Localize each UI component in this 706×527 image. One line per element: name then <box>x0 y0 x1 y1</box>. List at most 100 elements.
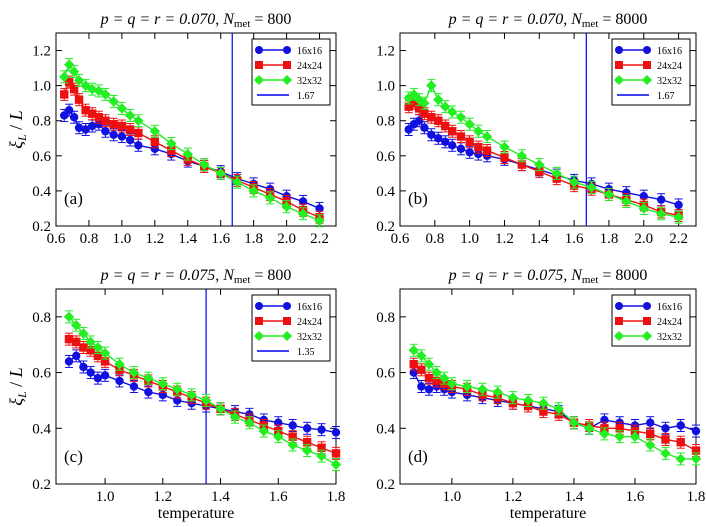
data-point <box>157 378 169 389</box>
data-point <box>441 121 450 131</box>
data-point <box>417 382 426 391</box>
y-tick-label: 0.6 <box>376 149 395 165</box>
data-point <box>273 431 284 442</box>
data-point <box>101 127 110 136</box>
data-point <box>134 141 143 150</box>
data-point <box>473 126 484 137</box>
legend-label: 16x16 <box>657 302 682 313</box>
data-point <box>59 71 70 83</box>
data-point <box>86 368 95 377</box>
data-point <box>424 385 434 394</box>
legend-label: 1.67 <box>657 91 675 102</box>
data-point <box>73 75 85 86</box>
legend-label: 32x32 <box>657 76 682 87</box>
data-point <box>477 384 488 395</box>
data-point <box>655 208 667 219</box>
x-tick-label: 1.8 <box>600 231 619 247</box>
data-point <box>517 160 527 169</box>
y-tick-label: 0.8 <box>32 310 51 326</box>
series-32x32 <box>59 58 325 228</box>
data-point <box>661 424 670 433</box>
y-axis-label: ξL / L <box>6 367 29 405</box>
x-tick-label: 2.0 <box>277 231 296 247</box>
data-point <box>215 168 226 179</box>
data-point <box>645 439 656 451</box>
data-point <box>231 176 243 188</box>
data-point <box>643 302 651 310</box>
x-tick-label: 0.8 <box>425 231 444 247</box>
data-point <box>614 331 624 341</box>
data-point <box>461 381 473 392</box>
x-tick-label: 1.4 <box>565 489 584 505</box>
ylabel-sub: L <box>15 134 29 142</box>
data-point <box>434 116 443 125</box>
data-point <box>100 371 110 380</box>
title-prefix: p = q = r = 0.075, <box>448 267 572 284</box>
chart-title: p = q = r = 0.070, Nmet = 800 <box>100 11 292 30</box>
data-point <box>254 331 264 341</box>
data-point <box>69 113 79 122</box>
data-point <box>85 336 96 348</box>
y-tick-label: 0.4 <box>32 184 51 200</box>
data-point <box>134 128 143 138</box>
data-point <box>474 142 483 152</box>
data-point <box>255 61 263 69</box>
data-point <box>283 46 291 54</box>
ylabel-xi: ξ <box>6 141 26 149</box>
data-point <box>94 113 104 122</box>
data-point <box>287 439 298 451</box>
x-tick-label: 0.6 <box>47 231 66 247</box>
data-point <box>101 116 110 125</box>
data-point <box>87 83 98 95</box>
data-point <box>79 343 88 352</box>
data-point <box>109 120 118 129</box>
x-tick-label: 1.2 <box>145 231 164 247</box>
x-tick-label: 1.6 <box>211 231 230 247</box>
data-point <box>676 438 685 447</box>
data-point <box>507 392 519 403</box>
y-tick-label: 0.4 <box>376 421 395 437</box>
chart-panel-b: 0.6 0.8 1.0 1.2 1.4 1.6 1.8 2.0 2.2 0.2 0.4 0.6 0.8 1… <box>376 11 697 247</box>
y-axis-label: ξL / L <box>6 110 29 148</box>
y-tick-label: 0.2 <box>376 219 395 235</box>
data-point <box>409 98 419 108</box>
y-tick-label: 1.2 <box>32 44 51 60</box>
data-point <box>448 127 457 136</box>
data-point <box>427 113 436 122</box>
data-point <box>81 106 90 115</box>
data-point <box>522 395 534 406</box>
data-point <box>417 365 426 374</box>
data-point <box>182 148 193 160</box>
data-point <box>638 203 649 214</box>
data-point <box>456 144 466 153</box>
data-point <box>255 302 263 310</box>
title-suffix: = 8000 <box>598 267 647 284</box>
data-point <box>599 428 610 440</box>
data-point <box>440 101 451 112</box>
data-point <box>93 373 103 383</box>
data-point <box>298 197 308 206</box>
x-tick-label: 1.6 <box>565 231 584 247</box>
data-point <box>64 77 74 87</box>
data-point <box>248 185 259 197</box>
title-subscript: met <box>234 18 251 30</box>
data-point <box>441 137 450 146</box>
data-point <box>72 351 81 361</box>
chart-title: p = q = r = 0.070, Nmet = 8000 <box>448 11 648 30</box>
data-point <box>622 188 631 197</box>
legend-label: 24x24 <box>297 61 322 72</box>
title-N: N <box>222 267 235 284</box>
data-point <box>264 192 276 204</box>
data-point <box>534 159 545 170</box>
data-point <box>643 46 651 54</box>
data-point <box>315 204 324 213</box>
data-point <box>81 125 90 134</box>
data-point <box>482 146 492 155</box>
data-point <box>408 89 420 100</box>
data-point <box>172 384 183 395</box>
data-point <box>288 432 297 441</box>
data-point <box>535 167 544 176</box>
x-tick-label: 1.4 <box>530 231 549 247</box>
series-line <box>68 354 337 434</box>
data-point <box>447 106 458 118</box>
